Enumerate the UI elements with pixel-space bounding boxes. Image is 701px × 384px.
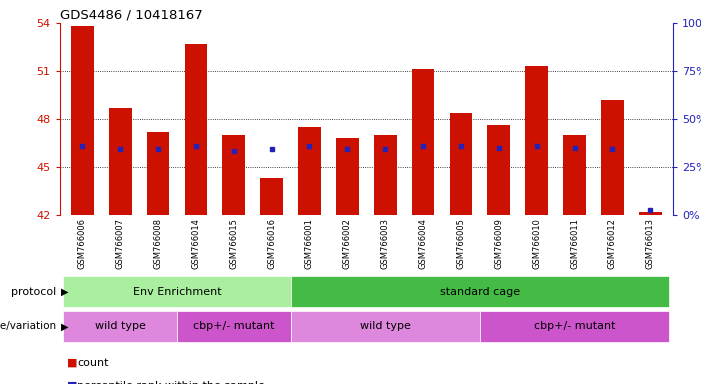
Bar [449, 113, 472, 215]
Text: GSM766003: GSM766003 [381, 218, 390, 269]
Text: GSM766002: GSM766002 [343, 218, 352, 269]
Text: genotype/variation: genotype/variation [0, 321, 56, 331]
Text: wild type: wild type [360, 321, 411, 331]
Text: GSM766007: GSM766007 [116, 218, 125, 269]
Text: GSM766006: GSM766006 [78, 218, 87, 269]
Text: GSM766004: GSM766004 [418, 218, 428, 269]
Bar [563, 135, 586, 215]
Bar [336, 138, 359, 215]
Bar [601, 100, 624, 215]
Bar [525, 66, 548, 215]
Text: ■: ■ [67, 358, 77, 368]
Text: GSM766001: GSM766001 [305, 218, 314, 269]
Bar [109, 108, 132, 215]
Text: GSM766014: GSM766014 [191, 218, 200, 269]
Text: standard cage: standard cage [440, 287, 520, 297]
Text: GSM766013: GSM766013 [646, 218, 655, 269]
Bar [63, 311, 177, 342]
Text: GSM766009: GSM766009 [494, 218, 503, 269]
Text: cbp+/- mutant: cbp+/- mutant [193, 321, 275, 331]
Bar [260, 178, 283, 215]
Bar [290, 311, 480, 342]
Text: Env Enrichment: Env Enrichment [132, 287, 222, 297]
Bar [298, 127, 321, 215]
Text: GSM766016: GSM766016 [267, 218, 276, 269]
Bar [71, 26, 94, 215]
Text: protocol: protocol [11, 287, 56, 297]
Text: count: count [77, 358, 109, 368]
Text: cbp+/- mutant: cbp+/- mutant [533, 321, 615, 331]
Bar [487, 126, 510, 215]
Bar [63, 276, 290, 307]
Bar [411, 70, 435, 215]
Text: GSM766015: GSM766015 [229, 218, 238, 269]
Bar [177, 311, 290, 342]
Bar [222, 135, 245, 215]
Text: ■: ■ [67, 381, 77, 384]
Text: GSM766005: GSM766005 [456, 218, 465, 269]
Bar [290, 276, 669, 307]
Text: percentile rank within the sample: percentile rank within the sample [77, 381, 265, 384]
Text: GDS4486 / 10418167: GDS4486 / 10418167 [60, 9, 203, 22]
Text: ▶: ▶ [61, 287, 69, 297]
Bar [480, 311, 669, 342]
Text: GSM766012: GSM766012 [608, 218, 617, 269]
Bar [147, 132, 170, 215]
Bar [374, 135, 397, 215]
Text: ▶: ▶ [61, 321, 69, 331]
Text: GSM766010: GSM766010 [532, 218, 541, 269]
Bar [639, 212, 662, 215]
Bar [184, 44, 207, 215]
Text: wild type: wild type [95, 321, 146, 331]
Text: GSM766008: GSM766008 [154, 218, 163, 269]
Text: GSM766011: GSM766011 [570, 218, 579, 269]
